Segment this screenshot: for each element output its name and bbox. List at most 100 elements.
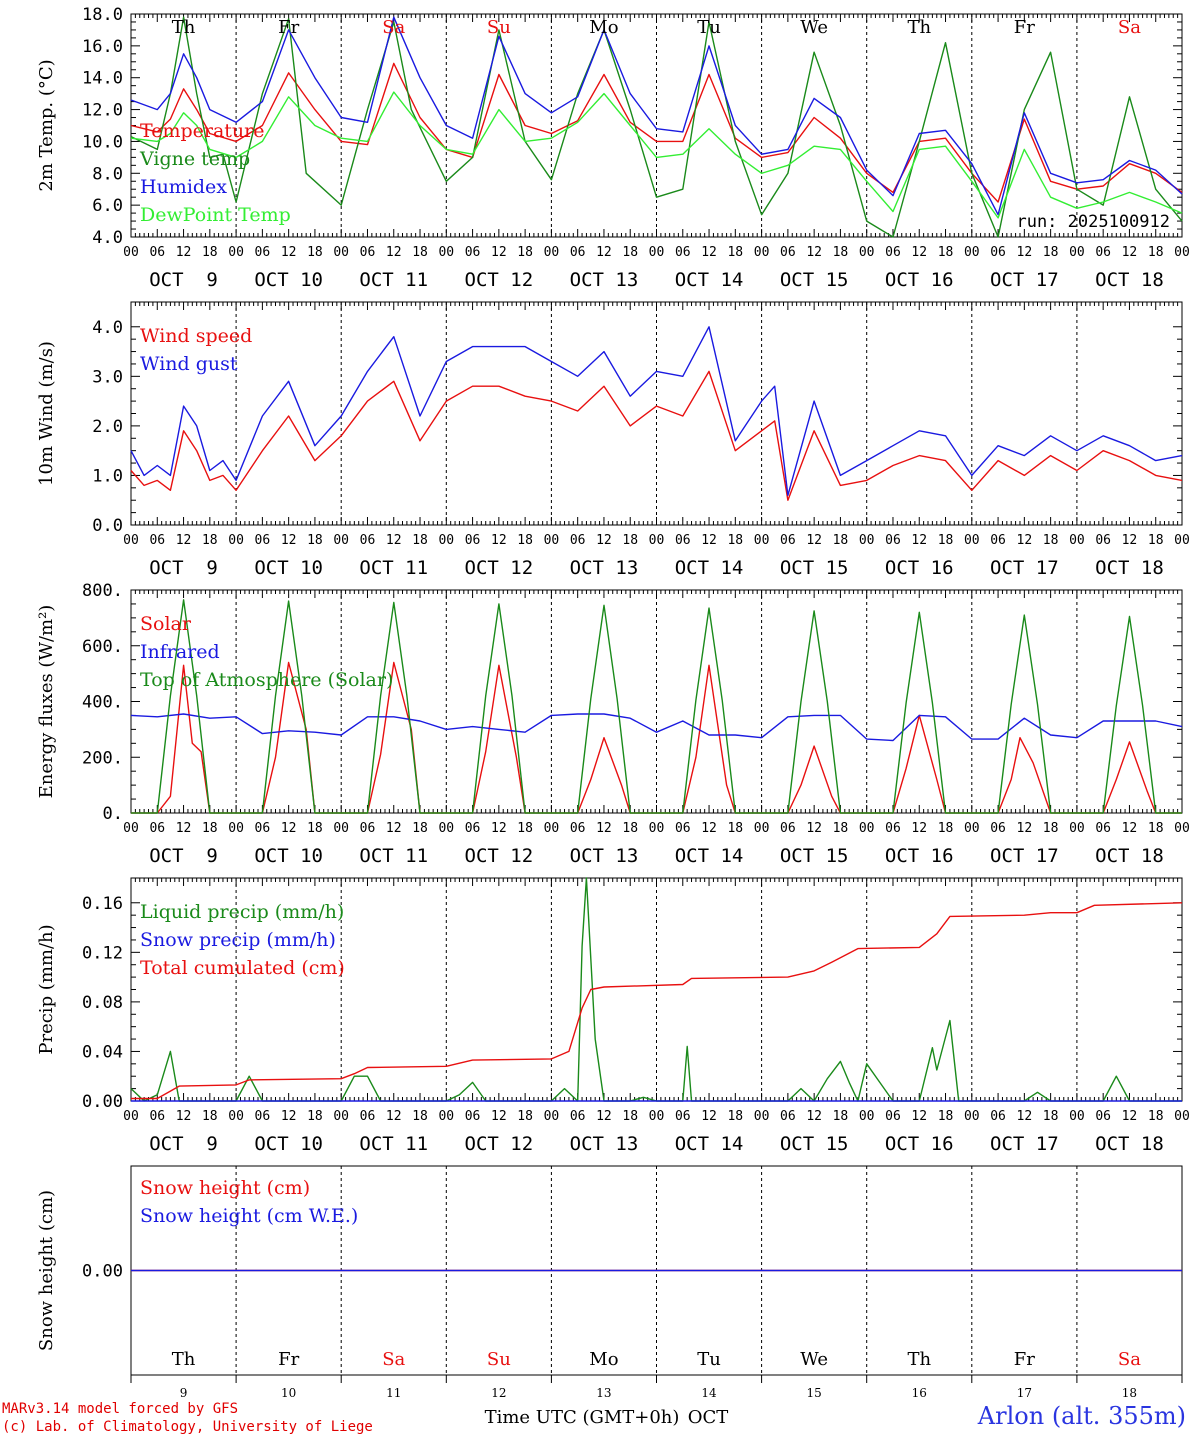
hour-tick-label: 06 bbox=[1095, 533, 1111, 548]
hour-tick-label: 00 bbox=[438, 1109, 454, 1124]
date-label: OCT 14 bbox=[675, 1133, 744, 1155]
hour-tick-label: 06 bbox=[255, 245, 271, 260]
hour-tick-label: 12 bbox=[806, 533, 822, 548]
hour-tick-label: 18 bbox=[1148, 821, 1164, 836]
y-tick-label: 16.0 bbox=[82, 37, 123, 57]
hour-tick-label: 06 bbox=[570, 821, 586, 836]
hour-tick-label: 18 bbox=[1043, 1109, 1059, 1124]
hour-tick-label: 00 bbox=[1069, 533, 1085, 548]
panel-3: 00 06 12 18 OCT 9 00 06 12 18 OCT 10 00 06 12 18 OCT 1… bbox=[36, 581, 1190, 867]
hour-tick-label: 00 bbox=[964, 1109, 980, 1124]
y-tick-label: 1.0 bbox=[92, 466, 123, 486]
hour-tick-label: 00 bbox=[1174, 245, 1190, 260]
hour-tick-label: 18 bbox=[938, 821, 954, 836]
day-name-label: Tu bbox=[697, 1349, 721, 1370]
hour-tick-label: 12 bbox=[491, 821, 507, 836]
date-label: OCT 13 bbox=[570, 269, 639, 291]
day-name-label: Mo bbox=[589, 17, 618, 38]
hour-tick-label: 06 bbox=[885, 245, 901, 260]
hour-tick-label: 12 bbox=[806, 245, 822, 260]
hour-tick-label: 06 bbox=[885, 821, 901, 836]
plot-frame bbox=[130, 301, 1183, 526]
hour-tick-label: 00 bbox=[859, 1109, 875, 1124]
hour-tick-label: 06 bbox=[360, 533, 376, 548]
hour-tick-label: 18 bbox=[727, 533, 743, 548]
hour-tick-label: 12 bbox=[491, 245, 507, 260]
hour-tick-label: 12 bbox=[1017, 821, 1033, 836]
date-label: OCT 16 bbox=[885, 269, 954, 291]
y-axis-title: Precip (mm/h) bbox=[36, 924, 57, 1054]
hour-tick-label: 18 bbox=[517, 1109, 533, 1124]
hour-tick-label: 12 bbox=[491, 1109, 507, 1124]
hour-tick-label: 06 bbox=[990, 1109, 1006, 1124]
hour-tick-label: 00 bbox=[1174, 533, 1190, 548]
y-tick-label: 0.00 bbox=[82, 1092, 123, 1112]
hour-tick-label: 12 bbox=[806, 1109, 822, 1124]
date-label: OCT 12 bbox=[465, 845, 534, 867]
y-tick-label: 600. bbox=[82, 637, 123, 657]
series-line-temperature bbox=[130, 62, 1183, 203]
hour-tick-label: 06 bbox=[675, 821, 691, 836]
date-label: OCT 17 bbox=[990, 269, 1059, 291]
hour-tick-label: 00 bbox=[859, 245, 875, 260]
hour-tick-label: 12 bbox=[911, 821, 927, 836]
hour-tick-label: 00 bbox=[123, 245, 139, 260]
y-tick-label: 200. bbox=[82, 748, 123, 768]
hour-tick-label: 18 bbox=[1148, 533, 1164, 548]
series-line-top-of-atmosphere-solar- bbox=[131, 599, 1182, 814]
hour-tick-label: 06 bbox=[885, 533, 901, 548]
series-line-wind-speed bbox=[130, 370, 1183, 501]
x-axis-month: OCT bbox=[688, 1407, 729, 1428]
hour-tick-label: 06 bbox=[780, 821, 796, 836]
day-number-label: 12 bbox=[491, 1386, 506, 1400]
date-label: OCT 11 bbox=[359, 557, 428, 579]
hour-tick-label: 18 bbox=[412, 821, 428, 836]
date-label: OCT 10 bbox=[254, 557, 323, 579]
legend-entry: Total cumulated (cm) bbox=[140, 957, 345, 979]
hour-tick-label: 06 bbox=[1095, 1109, 1111, 1124]
day-name-label: Fr bbox=[1014, 17, 1035, 38]
hour-tick-label: 00 bbox=[333, 1109, 349, 1124]
hour-tick-label: 06 bbox=[1095, 821, 1111, 836]
hour-tick-label: 06 bbox=[255, 821, 271, 836]
day-name-label: Sa bbox=[382, 1349, 405, 1370]
hour-tick-label: 06 bbox=[255, 1109, 271, 1124]
hour-tick-label: 18 bbox=[727, 821, 743, 836]
series-line-wind-gust bbox=[130, 326, 1183, 496]
hour-tick-label: 18 bbox=[202, 1109, 218, 1124]
hour-tick-label: 00 bbox=[438, 821, 454, 836]
hour-tick-label: 18 bbox=[1148, 245, 1164, 260]
day-number-label: 17 bbox=[1017, 1386, 1032, 1400]
day-name-label: Th bbox=[172, 17, 196, 38]
hour-tick-label: 18 bbox=[622, 1109, 638, 1124]
day-name-label: Th bbox=[907, 1349, 931, 1370]
hour-tick-label: 18 bbox=[202, 245, 218, 260]
hour-tick-label: 00 bbox=[333, 533, 349, 548]
day-name-label: Fr bbox=[278, 17, 299, 38]
y-tick-label: 12.0 bbox=[82, 101, 123, 121]
hour-tick-label: 12 bbox=[281, 821, 297, 836]
hour-tick-label: 00 bbox=[228, 1109, 244, 1124]
legend-entry: Snow height (cm W.E.) bbox=[140, 1205, 358, 1227]
hour-tick-label: 12 bbox=[1122, 1109, 1138, 1124]
day-number-label: 14 bbox=[701, 1386, 717, 1400]
date-label: OCT 14 bbox=[675, 557, 744, 579]
hour-tick-label: 18 bbox=[833, 533, 849, 548]
series-line-humidex bbox=[130, 16, 1183, 216]
hour-tick-label: 00 bbox=[649, 245, 665, 260]
hour-tick-label: 00 bbox=[859, 821, 875, 836]
day-name-label: Sa bbox=[382, 17, 405, 38]
hour-tick-label: 00 bbox=[754, 533, 770, 548]
day-number-label: 9 bbox=[180, 1386, 188, 1400]
plot-frame bbox=[130, 589, 1183, 814]
day-number-label: 11 bbox=[386, 1386, 401, 1400]
day-name-label: Mo bbox=[589, 1349, 618, 1370]
hour-tick-label: 06 bbox=[675, 533, 691, 548]
hour-tick-label: 00 bbox=[544, 533, 560, 548]
day-number-label: 18 bbox=[1122, 1386, 1137, 1400]
hour-tick-label: 00 bbox=[123, 533, 139, 548]
hour-tick-label: 18 bbox=[938, 1109, 954, 1124]
hour-tick-label: 18 bbox=[1043, 245, 1059, 260]
y-axis-title: Snow height (cm) bbox=[36, 1190, 57, 1351]
date-label: OCT 10 bbox=[254, 269, 323, 291]
